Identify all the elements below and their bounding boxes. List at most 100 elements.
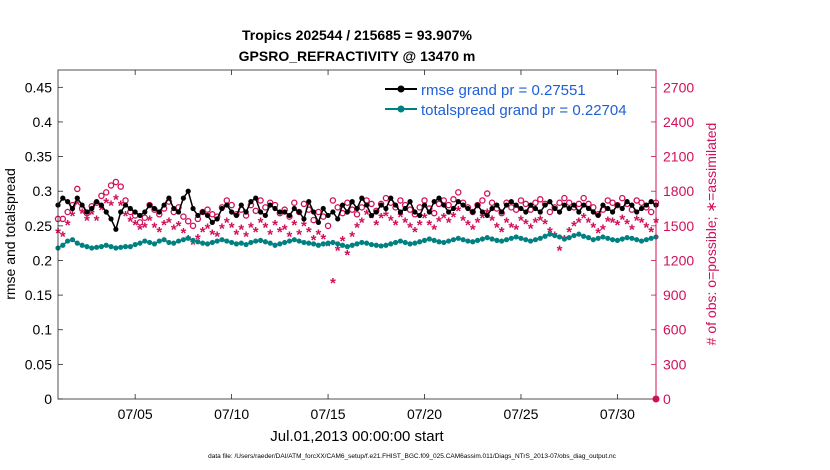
- obs-assimilated-point: *: [282, 222, 288, 239]
- obs-possible-point: [455, 189, 462, 196]
- spread-point: [503, 237, 510, 243]
- x-tick-label: 07/15: [311, 406, 346, 422]
- spread-point: [262, 239, 268, 245]
- y-right-tick-label: 1800: [663, 183, 694, 199]
- y-right-tick-label: 1500: [663, 218, 694, 234]
- y-right-tick-label: 2400: [663, 114, 694, 130]
- obs-possible-point: [479, 197, 486, 204]
- obs-possible-point: [184, 217, 192, 225]
- legend-spread-label: totalspread grand pr = 0.22704: [421, 102, 627, 119]
- spread-point: [267, 240, 273, 246]
- obs-possible-point: [565, 199, 573, 207]
- data-file-footer: data file: /Users/raeder/DAI/ATM_forcXX/…: [208, 453, 617, 460]
- spread-point: [460, 237, 466, 243]
- rmse-point: [98, 202, 105, 208]
- rmse-point: [89, 205, 95, 212]
- rmse-point: [282, 209, 288, 215]
- obs-assimilated-point: *: [373, 217, 379, 234]
- rmse-point: [412, 209, 418, 215]
- spread-point: [494, 237, 500, 243]
- rmse-point: [648, 199, 654, 205]
- obs-possible-point: [189, 222, 197, 230]
- spread-point: [103, 242, 109, 248]
- spread-point: [137, 240, 143, 246]
- rmse-point: [93, 199, 100, 205]
- obs-assimilated-point: *: [108, 197, 114, 214]
- spread-point: [397, 238, 404, 244]
- obs-assimilated-point: *: [441, 210, 447, 227]
- spread-point: [412, 240, 418, 246]
- obs-assimilated-point: *: [504, 215, 510, 232]
- obs-assimilated-point: *: [315, 226, 321, 243]
- obs-assimilated-point: *: [147, 212, 153, 229]
- obs-possible-point: [329, 197, 337, 204]
- obs-assimilated-point: *: [388, 212, 394, 229]
- spread-point: [638, 238, 645, 244]
- obs-assimilated-point: *: [205, 220, 211, 237]
- rmse-point: [450, 205, 457, 212]
- y-left-tick-label: 0.35: [25, 149, 52, 165]
- obs-assimilated-point: *: [639, 215, 645, 232]
- rmse-point: [156, 209, 162, 215]
- rmse-point: [248, 199, 254, 205]
- spread-point: [306, 240, 312, 246]
- obs-assimilated-point: *: [253, 224, 259, 241]
- spread-point: [590, 237, 596, 243]
- obs-assimilated-point: *: [320, 231, 326, 248]
- rmse-point: [272, 205, 278, 212]
- rmse-point: [224, 202, 230, 208]
- rmse-point: [383, 205, 389, 212]
- spread-point: [200, 240, 206, 246]
- rmse-point: [60, 195, 66, 201]
- spread-point: [344, 244, 350, 250]
- obs-assimilated-point: *: [369, 210, 375, 227]
- spread-point: [368, 241, 375, 248]
- spread-point: [108, 244, 114, 250]
- spread-point: [552, 232, 558, 239]
- obs-possible-point: [98, 192, 105, 200]
- rmse-point: [426, 209, 432, 215]
- rmse-point: [359, 195, 365, 201]
- obs-assimilated-point: *: [60, 229, 66, 246]
- obs-assimilated-point: *: [272, 217, 278, 234]
- obs-assimilated-point: *: [190, 237, 196, 254]
- spread-point: [436, 239, 442, 245]
- obs-possible-point: [324, 222, 332, 230]
- spread-point: [441, 239, 447, 246]
- spread-point: [605, 235, 611, 241]
- rmse-point: [547, 199, 553, 205]
- spread-point: [571, 232, 577, 239]
- y-axis-left-label: rmse and totalspread: [2, 168, 18, 300]
- rmse-point: [108, 216, 114, 222]
- spread-point: [556, 234, 563, 240]
- obs-assimilated-point: *: [306, 224, 312, 241]
- rmse-point: [484, 212, 490, 219]
- obs-assimilated-point: *: [475, 215, 481, 232]
- rmse-point: [528, 202, 534, 208]
- rmse-point: [132, 209, 138, 215]
- obs-assimilated-point: *: [455, 203, 461, 220]
- rmse-point: [619, 205, 625, 212]
- spread-point: [518, 235, 524, 241]
- chart-title-line2: GPSRO_REFRACTIVITY @ 13470 m: [239, 48, 476, 64]
- spread-point: [566, 235, 572, 241]
- obs-assimilated-point: *: [446, 215, 452, 232]
- x-tick-label: 07/25: [503, 406, 538, 422]
- spread-point: [156, 238, 162, 244]
- rmse-point: [127, 205, 133, 212]
- rmse-point: [301, 216, 307, 222]
- legend-spread-marker: [397, 105, 405, 113]
- rmse-point: [137, 212, 143, 219]
- spread-point: [132, 241, 138, 248]
- spread-point: [537, 235, 543, 241]
- obs-assimilated-point: *: [407, 219, 413, 236]
- rmse-point: [499, 209, 505, 215]
- rmse-point: [238, 202, 244, 208]
- obs-assimilated-point: *: [65, 217, 71, 234]
- rmse-point: [118, 209, 124, 215]
- obs-assimilated-point: *: [537, 212, 543, 229]
- spread-point: [253, 238, 259, 244]
- rmse-point: [556, 209, 563, 215]
- obs-assimilated-point: *: [118, 197, 124, 214]
- rmse-point: [214, 216, 220, 222]
